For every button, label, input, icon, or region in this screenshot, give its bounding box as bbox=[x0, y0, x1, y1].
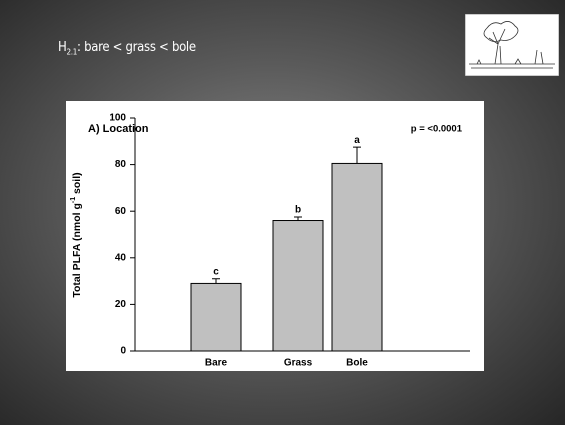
significance-letter: b bbox=[295, 205, 301, 216]
title-subscript: 2.1 bbox=[67, 48, 78, 57]
bar bbox=[273, 221, 323, 351]
y-tick-label: 40 bbox=[115, 252, 127, 263]
slide: H2.1: bare < grass < bole A) Location p … bbox=[0, 0, 565, 425]
error-bar bbox=[353, 147, 361, 163]
thumbnail-image bbox=[465, 14, 559, 76]
y-tick-label: 20 bbox=[115, 299, 127, 310]
y-axis-title-text: Total PLFA (nmol g bbox=[71, 203, 83, 298]
p-value: p = <0.0001 bbox=[411, 124, 463, 135]
y-axis-title-text: soil) bbox=[71, 172, 83, 197]
title-rest: : bare < grass < bole bbox=[77, 40, 196, 55]
y-tick-label: 80 bbox=[115, 159, 127, 170]
y-axis-title: Total PLFA (nmol g-1 soil) bbox=[70, 172, 83, 297]
y-tick-label: 60 bbox=[115, 206, 127, 217]
panel-label: A) Location bbox=[88, 123, 149, 135]
slide-title: H2.1: bare < grass < bole bbox=[58, 40, 196, 57]
title-main: H bbox=[58, 40, 67, 55]
x-tick-label: Grass bbox=[284, 358, 313, 369]
significance-letter: a bbox=[354, 135, 360, 146]
bar bbox=[332, 163, 382, 351]
error-bar bbox=[294, 217, 302, 220]
y-tick-label: 0 bbox=[120, 346, 126, 357]
x-tick-label: Bare bbox=[205, 358, 228, 369]
error-bar bbox=[212, 279, 220, 284]
chart: A) Location p = <0.0001 Total PLFA (nmol… bbox=[66, 101, 484, 371]
y-tick-label: 100 bbox=[109, 113, 126, 124]
significance-letter: c bbox=[213, 266, 219, 277]
bar bbox=[191, 283, 241, 351]
x-tick-label: Bole bbox=[346, 358, 368, 369]
